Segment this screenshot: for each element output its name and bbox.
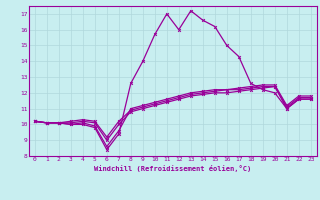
X-axis label: Windchill (Refroidissement éolien,°C): Windchill (Refroidissement éolien,°C): [94, 165, 252, 172]
